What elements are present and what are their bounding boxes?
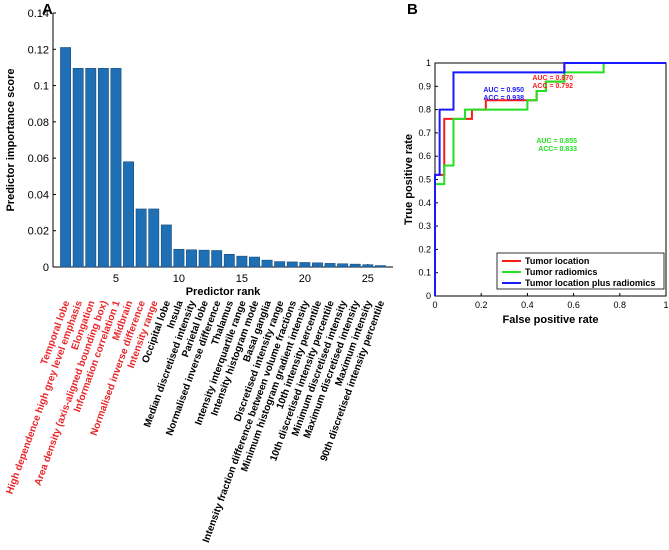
bar <box>173 248 185 268</box>
panel-a-letter: A <box>42 1 53 18</box>
y-tick-label: 0.9 <box>418 81 431 91</box>
bar <box>85 68 97 268</box>
y-tick-label: 0.3 <box>418 221 431 231</box>
roc-curve <box>434 62 666 296</box>
legend-box <box>496 252 665 290</box>
x-tick-label: 25 <box>362 273 374 285</box>
y-tick-label: 0.4 <box>418 198 431 208</box>
x-tick-label: 15 <box>236 273 248 285</box>
bar <box>160 224 172 268</box>
legend-label: Tumor location <box>525 256 589 266</box>
bar <box>337 263 349 268</box>
y-tick-label: 0.8 <box>418 105 431 115</box>
y-tick-label: 1 <box>426 58 431 68</box>
x-tick-label: 0.2 <box>475 300 488 310</box>
bar <box>198 249 210 268</box>
x-tick-label: 0.8 <box>614 300 627 310</box>
auc-annotation: AUC = 0.855 <box>536 138 577 145</box>
bar <box>186 249 197 268</box>
bar <box>223 254 235 268</box>
auc-annotation: AUC = 0.870 <box>532 75 573 82</box>
y-tick-label: 0.06 <box>28 153 49 165</box>
panel-b-letter: B <box>407 1 418 18</box>
bar <box>349 263 361 268</box>
bar <box>148 208 160 268</box>
y-tick-label: 0.6 <box>418 151 431 161</box>
y-tick-label: 0.5 <box>418 175 431 185</box>
bar <box>123 161 134 268</box>
y-tick-label: 0.02 <box>28 226 49 238</box>
y-tick-label: 0.12 <box>28 44 49 56</box>
y-tick-label: 0.1 <box>418 268 431 278</box>
y-tick-label: 0.2 <box>418 244 431 254</box>
x-axis-label: Predictor rank <box>186 286 261 298</box>
bar <box>135 208 147 268</box>
bar <box>72 68 84 268</box>
bar <box>60 47 72 268</box>
x-tick-label: 1 <box>663 300 668 310</box>
auc-annotation: ACC = 0.938 <box>483 95 524 102</box>
y-tick-label: 0.04 <box>28 189 49 201</box>
bar <box>374 265 386 268</box>
bar <box>110 68 122 268</box>
y-tick-label: 0 <box>426 291 431 301</box>
legend-label: Tumor radiomics <box>525 267 597 277</box>
y-tick-label: 0.1 <box>34 81 49 93</box>
bar <box>324 263 336 268</box>
bar <box>299 262 311 268</box>
y-tick-label: 0.7 <box>418 128 431 138</box>
auc-annotation: ACC= 0.833 <box>538 146 577 153</box>
y-tick-label: 0.14 <box>28 8 49 20</box>
x-tick-label: 10 <box>173 273 185 285</box>
y-tick-label: 0.08 <box>28 117 49 129</box>
bar <box>249 256 260 268</box>
x-tick-label: 20 <box>299 273 311 285</box>
x-tick-label: 0.6 <box>567 300 580 310</box>
roc-curve-chart: 0 0.1 0.2 0.3 0.4 0.5 0.6 0.7 0.8 0.9 1 0 0.2 0.4 0.6 0… <box>403 58 669 326</box>
y-axis-label: True positive rate <box>403 134 415 225</box>
x-tick-label: 5 <box>113 273 119 285</box>
x-tick-label: 0 <box>432 300 437 310</box>
bar <box>312 262 323 268</box>
bar <box>236 255 248 268</box>
bar <box>211 250 223 268</box>
bar <box>362 264 374 268</box>
legend-label: Tumor location plus radiomics <box>525 278 655 288</box>
importance-bar-chart: 0 0.02 0.04 0.06 0.08 0.1 0.12 0.14 5 10 15 20 25 Pre… <box>5 8 393 544</box>
y-tick-label: 0 <box>43 262 49 274</box>
bar <box>274 261 286 268</box>
bar <box>97 68 109 268</box>
bar <box>286 261 298 268</box>
x-axis-label: False positive rate <box>503 314 599 326</box>
bar <box>261 259 273 268</box>
x-tick-label: 0.4 <box>521 300 534 310</box>
auc-annotation: AUC = 0.950 <box>483 87 524 94</box>
y-axis-label: Predictor importance score <box>5 68 17 211</box>
auc-annotation: ACC = 0.792 <box>532 83 573 90</box>
